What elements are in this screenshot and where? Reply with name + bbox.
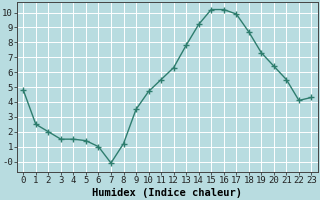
- X-axis label: Humidex (Indice chaleur): Humidex (Indice chaleur): [92, 188, 242, 198]
